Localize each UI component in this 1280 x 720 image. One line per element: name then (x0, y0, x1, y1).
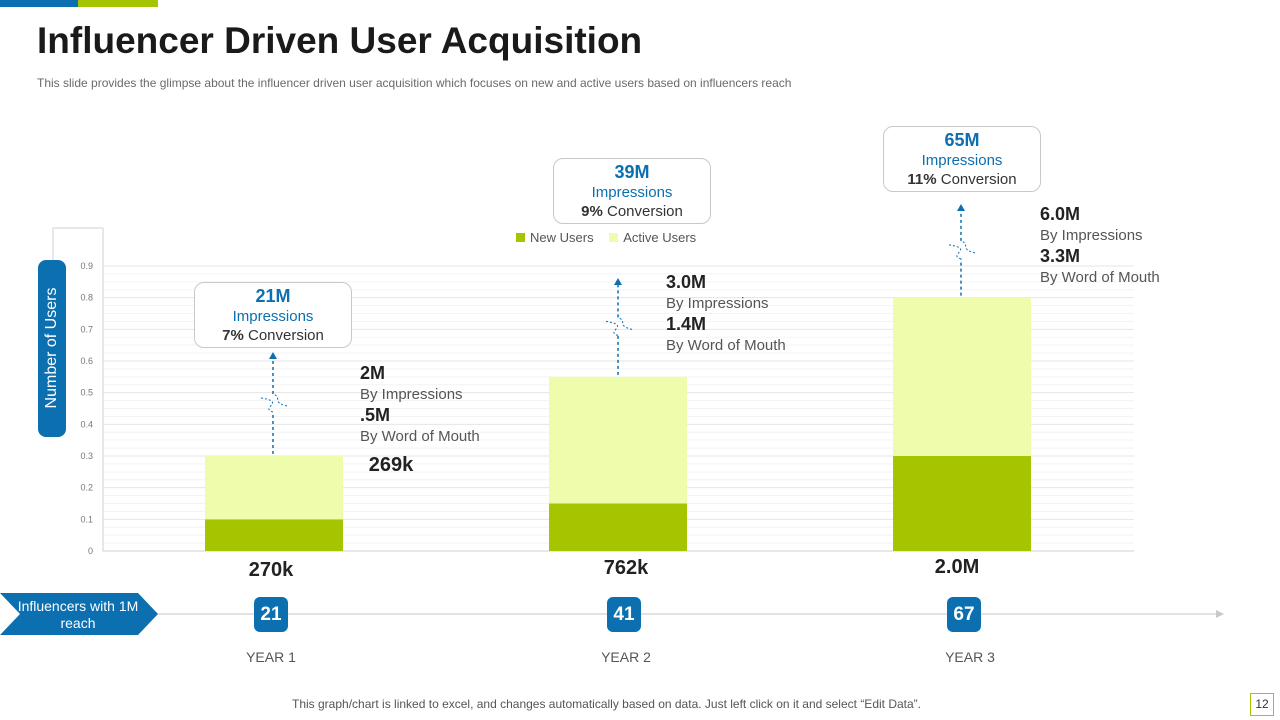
y-axis-label-pill (38, 260, 66, 437)
bottom-value-year-1: 270k (248, 559, 294, 581)
legend-swatch-new-users (516, 233, 525, 242)
y-tick-label: 0.2 (80, 483, 93, 493)
chart-bars (205, 297, 1031, 551)
callout-conversion-pct: 9% (581, 203, 603, 220)
page-number: 12 (1250, 693, 1274, 716)
arrow-break-mark (605, 316, 633, 336)
year-label-1: YEAR 1 (246, 649, 296, 665)
year-label-3: YEAR 3 (945, 649, 995, 665)
annotation-year-2: 3.0M By Impressions 1.4M By Word of Mout… (666, 272, 786, 356)
page-title: Influencer Driven User Acquisition (37, 20, 643, 61)
arrow-head (614, 278, 622, 285)
callout-conversion-label: Conversion (602, 203, 683, 220)
bar-new-users (893, 456, 1031, 551)
callout-conversion-pct: 11% (907, 171, 937, 188)
callout-conversion-label: Conversion (243, 327, 324, 344)
bottom-value-year-3: 2.0M (934, 556, 980, 578)
arrow-head (957, 204, 965, 211)
influencers-label: Influencers with 1M reach (17, 598, 139, 631)
callout-impressions-label: Impressions (921, 152, 1003, 169)
legend-item-active-users[interactable]: Active Users (609, 230, 696, 245)
annotation-impressions-label: By Impressions (666, 295, 769, 312)
annotation-wom-value: 1.4M (666, 314, 707, 334)
arrow-break-mark (948, 240, 976, 260)
page-subtitle: This slide provides the glimpse about th… (37, 76, 792, 90)
y-tick-label: 0.8 (80, 293, 93, 303)
annotation-year-1: 2M By Impressions .5M By Word of Mouth (360, 363, 480, 447)
callout-impressions-label: Impressions (591, 184, 673, 201)
y-tick-label: 0.9 (80, 261, 93, 271)
annotation-wom-value: .5M (360, 405, 391, 425)
timeline-line (158, 610, 1224, 618)
callout-year-2: 39M Impressions 9% Conversion (553, 158, 711, 224)
top-accent-bar-blue (0, 0, 78, 7)
legend-label-new-users: New Users (530, 230, 594, 245)
y-tick-label: 0.5 (80, 388, 93, 398)
chart-legend[interactable]: New Users Active Users (516, 230, 708, 245)
y-tick-label: 0.4 (80, 419, 93, 429)
influencers-arrow-shape (0, 593, 158, 635)
callout-conversion-pct: 7% (222, 327, 244, 344)
annotation-impressions-label: By Impressions (1040, 227, 1143, 244)
annotation-impressions-label: By Impressions (360, 386, 463, 403)
y-axis-label-connector (52, 227, 103, 260)
bottom-value-year-2: 762k (603, 557, 649, 579)
extra-value-label: 269k (368, 454, 414, 476)
arrow-head (269, 352, 277, 359)
influencer-count-year-1: 21 (254, 597, 288, 632)
bar-new-users (205, 519, 343, 551)
bar-active-users (893, 297, 1031, 456)
annotation-wom-label: By Word of Mouth (1040, 269, 1160, 286)
callout-impressions-value: 21M (255, 286, 291, 306)
timeline-arrow-head (1216, 610, 1224, 618)
y-axis-ticks: 0 0.1 0.2 0.3 0.4 0.5 0.6 0.7 0.8 0.9 (80, 261, 93, 556)
callout-impressions-label: Impressions (232, 308, 314, 325)
year-label-2: YEAR 2 (601, 649, 651, 665)
annotation-wom-value: 3.3M (1040, 246, 1081, 266)
y-axis-label: Number of Users (43, 287, 60, 409)
annotation-year-3: 6.0M By Impressions 3.3M By Word of Mout… (1040, 204, 1160, 288)
footer-note: This graph/chart is linked to excel, and… (292, 697, 921, 711)
bar-new-users (549, 503, 687, 551)
influencer-count-year-2: 41 (607, 597, 641, 632)
y-tick-label: 0 (88, 546, 93, 556)
annotation-wom-label: By Word of Mouth (666, 337, 786, 354)
annotation-impressions-value: 3.0M (666, 272, 707, 292)
annotation-impressions-value: 6.0M (1040, 204, 1081, 224)
callout-conversion: 7% Conversion (195, 326, 351, 345)
callout-conversion: 11% Conversion (884, 170, 1040, 189)
arrow-break-mark (260, 393, 288, 413)
callout-arrows (260, 204, 976, 454)
callout-impressions-value: 65M (944, 130, 980, 150)
callout-conversion: 9% Conversion (554, 202, 710, 221)
top-accent-bar-green (78, 0, 158, 7)
legend-item-new-users[interactable]: New Users (516, 230, 594, 245)
callout-year-3: 65M Impressions 11% Conversion (883, 126, 1041, 192)
annotation-wom-label: By Word of Mouth (360, 428, 480, 445)
y-tick-label: 0.1 (80, 514, 93, 524)
y-tick-label: 0.6 (80, 356, 93, 366)
callout-conversion-label: Conversion (936, 171, 1017, 188)
callout-impressions-value: 39M (614, 162, 650, 182)
bar-active-users (205, 456, 343, 520)
annotation-impressions-value: 2M (360, 363, 386, 383)
legend-swatch-active-users (609, 233, 619, 242)
y-tick-label: 0.7 (80, 324, 93, 334)
callout-year-1: 21M Impressions 7% Conversion (194, 282, 352, 348)
influencer-count-year-3: 67 (947, 597, 981, 632)
bar-active-users (549, 376, 687, 504)
legend-label-active-users: Active Users (623, 230, 697, 245)
y-tick-label: 0.3 (80, 451, 93, 461)
